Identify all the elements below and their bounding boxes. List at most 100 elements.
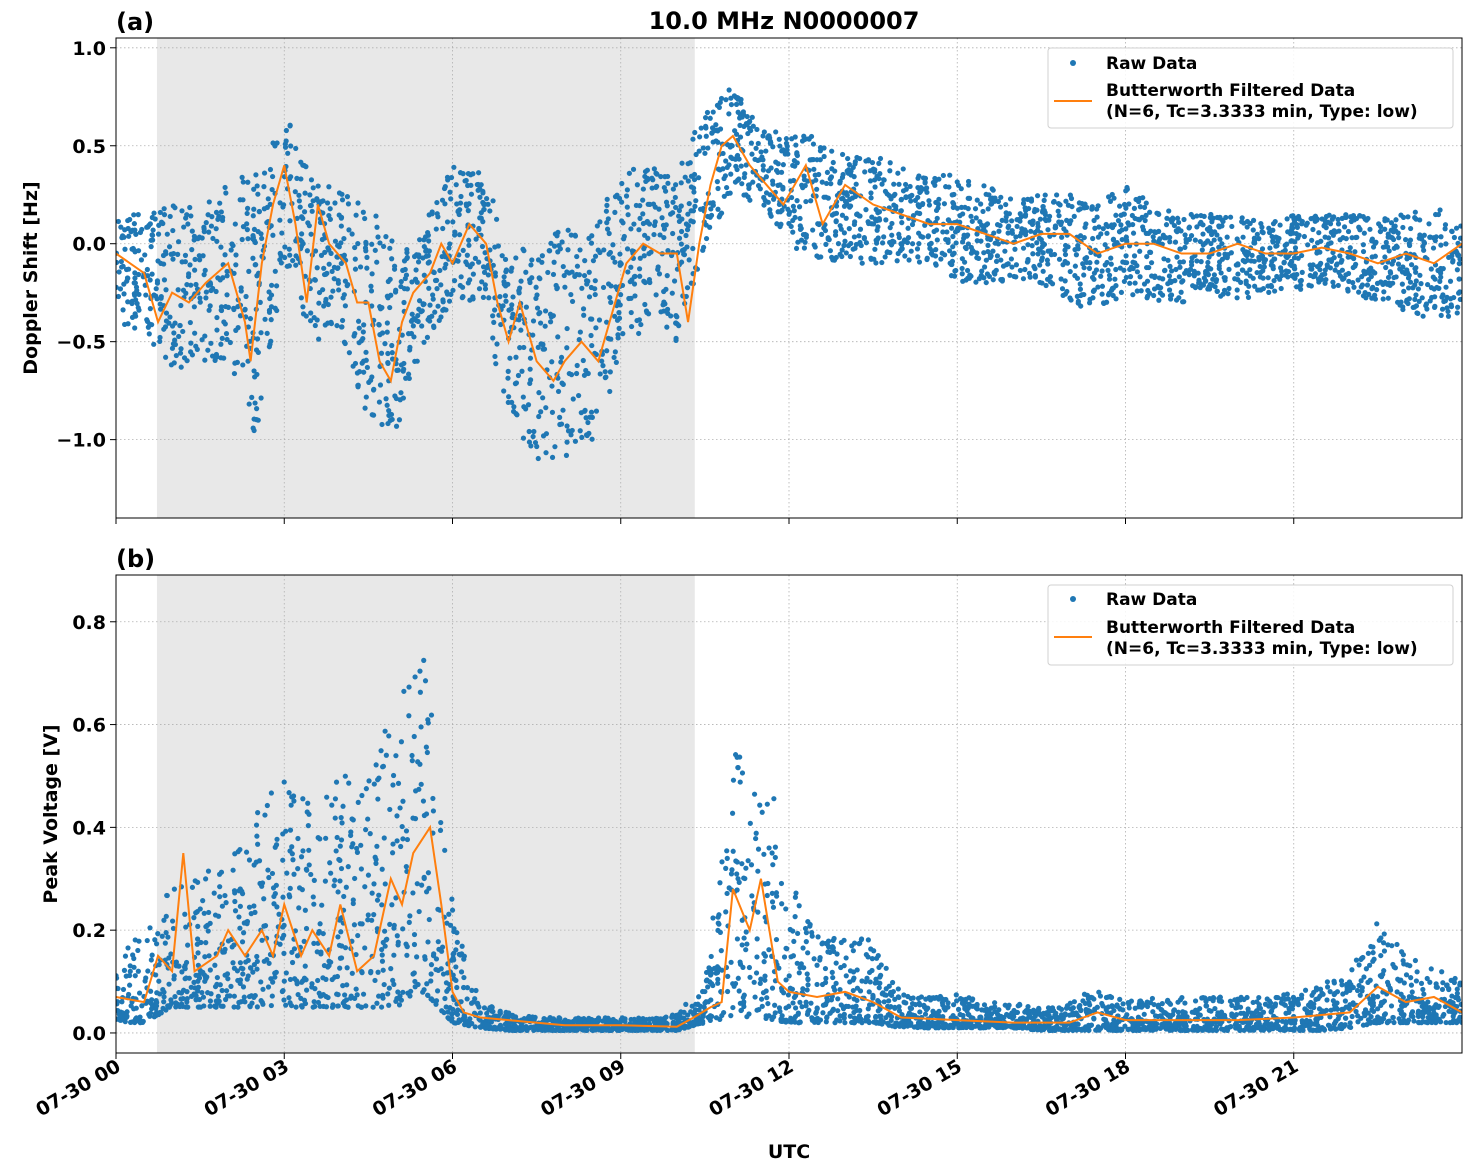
raw-data-point <box>1438 242 1444 248</box>
raw-data-point <box>175 251 181 257</box>
raw-data-point <box>848 172 854 178</box>
raw-data-point <box>425 229 431 236</box>
raw-data-point <box>339 820 345 826</box>
raw-data-point <box>602 369 608 375</box>
raw-data-point <box>434 286 440 292</box>
raw-data-point <box>398 739 405 745</box>
raw-data-point <box>1022 212 1029 218</box>
raw-data-point <box>1173 266 1179 273</box>
raw-data-point <box>845 243 852 249</box>
raw-data-point <box>791 208 797 214</box>
raw-data-point <box>559 239 565 245</box>
raw-data-point <box>362 245 369 251</box>
raw-data-point <box>1310 274 1316 280</box>
raw-data-point <box>700 145 706 151</box>
raw-data-point <box>225 976 231 982</box>
raw-data-point <box>425 260 431 266</box>
raw-data-point <box>372 854 378 860</box>
raw-data-point <box>1216 251 1222 257</box>
raw-data-point <box>139 226 145 233</box>
raw-data-point <box>800 185 806 191</box>
raw-data-point <box>409 752 415 759</box>
raw-data-point <box>577 428 583 434</box>
raw-data-point <box>1148 260 1155 266</box>
raw-data-point <box>484 195 490 202</box>
raw-data-point <box>513 255 519 261</box>
raw-data-point <box>763 148 769 154</box>
raw-data-point <box>496 1025 502 1031</box>
raw-data-point <box>247 965 254 971</box>
raw-data-point <box>173 1000 179 1006</box>
raw-data-point <box>440 307 446 313</box>
raw-data-point <box>1382 254 1388 260</box>
raw-data-point <box>431 269 437 276</box>
raw-data-point <box>724 988 731 995</box>
raw-data-point <box>119 999 125 1005</box>
raw-data-point <box>254 1004 260 1010</box>
raw-data-point <box>450 219 456 225</box>
raw-data-point <box>869 159 876 166</box>
raw-data-point <box>299 979 305 985</box>
raw-data-point <box>857 155 863 162</box>
raw-data-point <box>415 259 422 265</box>
raw-data-point <box>1106 290 1112 296</box>
raw-data-point <box>157 301 163 307</box>
raw-data-point <box>505 368 511 374</box>
raw-data-point <box>519 368 525 374</box>
raw-data-point <box>348 832 354 839</box>
raw-data-point <box>702 150 708 156</box>
raw-data-point <box>264 219 270 226</box>
raw-data-point <box>1118 222 1124 228</box>
raw-data-point <box>753 830 759 836</box>
raw-data-point <box>592 253 599 259</box>
raw-data-point <box>346 227 352 233</box>
raw-data-point <box>332 877 338 883</box>
raw-data-point <box>485 272 491 278</box>
raw-data-point <box>1128 264 1134 270</box>
raw-data-point <box>877 155 884 162</box>
raw-data-point <box>688 184 694 190</box>
raw-data-point <box>693 151 699 158</box>
raw-data-point <box>1160 276 1166 282</box>
raw-data-point <box>714 964 721 970</box>
raw-data-point <box>287 218 293 224</box>
raw-data-point <box>663 222 669 228</box>
raw-data-point <box>126 233 132 239</box>
raw-data-point <box>528 443 534 449</box>
raw-data-point <box>1244 224 1250 230</box>
raw-data-point <box>300 304 306 310</box>
raw-data-point <box>758 976 764 982</box>
raw-data-point <box>253 262 259 268</box>
raw-data-point <box>133 284 140 290</box>
raw-data-point <box>454 930 460 936</box>
raw-data-point <box>358 866 364 872</box>
raw-data-point <box>156 978 162 984</box>
raw-data-point <box>254 336 261 342</box>
raw-data-point <box>723 865 729 871</box>
raw-data-point <box>1273 243 1279 249</box>
raw-data-point <box>653 292 659 298</box>
raw-data-point <box>259 937 265 943</box>
raw-data-point <box>1288 231 1294 237</box>
raw-data-point <box>933 262 939 268</box>
raw-data-point <box>149 214 155 221</box>
raw-data-point <box>243 959 249 965</box>
raw-data-point <box>509 302 515 308</box>
raw-data-point <box>682 174 688 180</box>
raw-data-point <box>413 267 419 273</box>
raw-data-point <box>583 1027 589 1033</box>
raw-data-point <box>253 859 259 865</box>
raw-data-point <box>611 354 617 361</box>
raw-data-point <box>788 194 795 201</box>
raw-data-point <box>636 266 643 272</box>
raw-data-point <box>729 867 735 873</box>
raw-data-point <box>376 399 383 405</box>
raw-data-point <box>492 307 498 313</box>
raw-data-point <box>1201 213 1207 219</box>
raw-data-point <box>705 984 711 990</box>
raw-data-point <box>715 139 721 145</box>
raw-data-point <box>233 252 239 258</box>
raw-data-point <box>131 212 137 218</box>
raw-data-point <box>202 357 208 363</box>
raw-data-point <box>1284 241 1290 247</box>
